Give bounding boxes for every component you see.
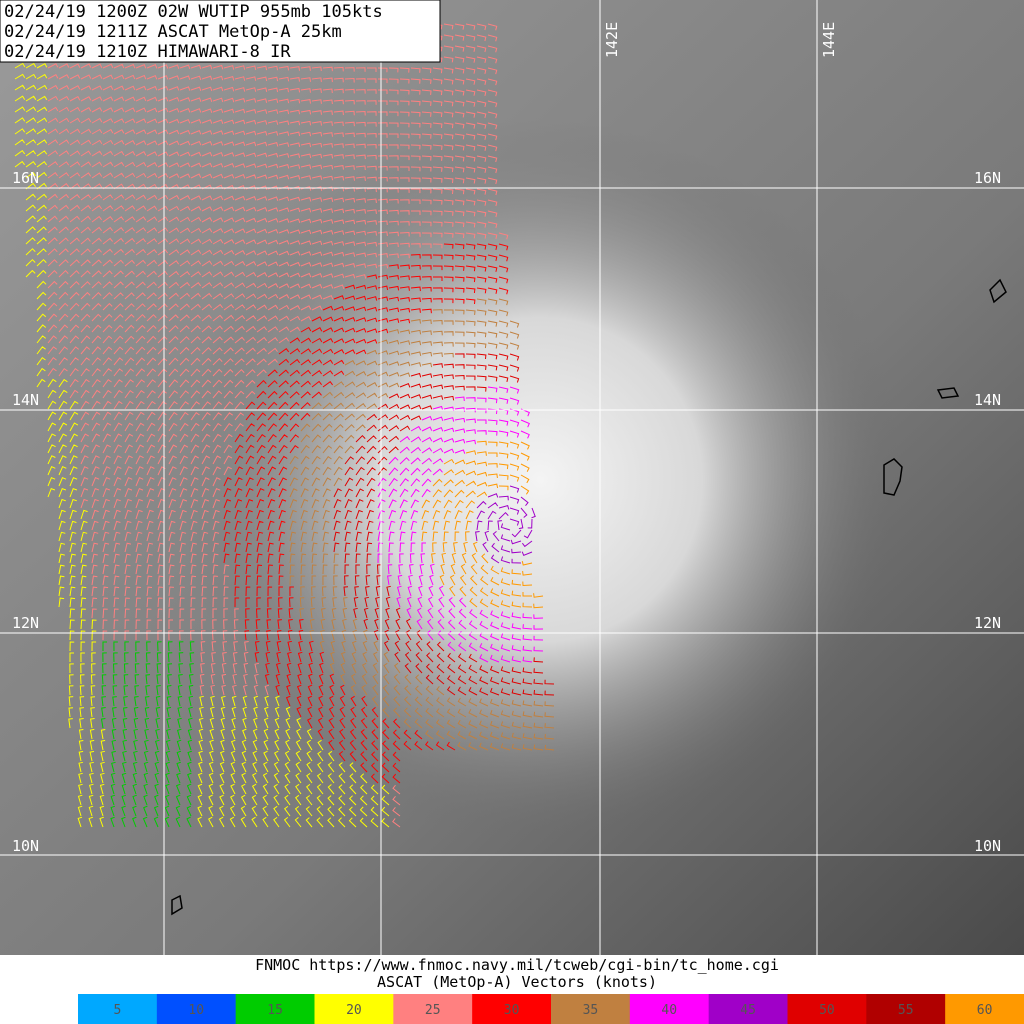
wind-swath bbox=[3, 19, 555, 828]
legend-swatch bbox=[235, 994, 315, 1024]
lat-label: 14N bbox=[974, 391, 1001, 409]
wind-barbs bbox=[333, 353, 555, 696]
wind-barbs bbox=[100, 641, 195, 828]
lat-lon-grid bbox=[0, 0, 1024, 955]
legend-swatch bbox=[629, 994, 710, 1024]
wind-barbs bbox=[289, 298, 555, 751]
lat-label: 16N bbox=[974, 169, 1001, 187]
lat-label: 16N bbox=[12, 169, 39, 187]
legend-label: 40 bbox=[661, 1003, 677, 1018]
legend-swatch bbox=[314, 994, 394, 1024]
header-line: 02/24/19 1210Z HIMAWARI-8 IR bbox=[4, 42, 291, 62]
legend-label: 45 bbox=[740, 1003, 756, 1018]
legend-label: 15 bbox=[267, 1003, 283, 1018]
legend-label: 5 bbox=[114, 1003, 122, 1018]
wind-barbs bbox=[223, 243, 509, 784]
legend-swatch bbox=[945, 994, 1024, 1024]
legend-label: 55 bbox=[898, 1003, 914, 1018]
coastlines bbox=[171, 278, 1007, 916]
wind-barbs bbox=[377, 386, 544, 663]
wind-barbs bbox=[475, 485, 536, 564]
legend-swatch bbox=[78, 994, 158, 1024]
lon-label: 142E bbox=[603, 22, 621, 58]
lat-labels: 16N 16N 14N 14N 12N 12N 10N 10N bbox=[12, 169, 1001, 855]
lat-label: 12N bbox=[974, 614, 1001, 632]
legend-label: 10 bbox=[188, 1003, 204, 1018]
legend-swatch bbox=[393, 994, 473, 1024]
header-box: 02/24/19 1200Z 02W WUTIP 955mb 105kts 02… bbox=[0, 0, 441, 63]
legend-swatch bbox=[866, 994, 946, 1024]
legend-label: 25 bbox=[425, 1003, 441, 1018]
legend-swatch bbox=[708, 994, 788, 1024]
lat-label: 10N bbox=[12, 837, 39, 855]
legend-label: 60 bbox=[977, 1003, 993, 1018]
legend: 5 10 15 20 25 30 35 40 45 50 55 60 bbox=[78, 994, 1024, 1024]
legend-label: 30 bbox=[504, 1003, 520, 1018]
lon-label: 144E bbox=[820, 22, 838, 58]
legend-swatch bbox=[551, 994, 631, 1024]
footer-source: FNMOC https://www.fnmoc.navy.mil/tcweb/c… bbox=[255, 956, 779, 974]
legend-label: 35 bbox=[583, 1003, 599, 1018]
lat-label: 12N bbox=[12, 614, 39, 632]
header-line: 02/24/19 1200Z 02W WUTIP 955mb 105kts bbox=[4, 2, 383, 22]
legend-title: ASCAT (MetOp-A) Vectors (knots) bbox=[377, 973, 657, 991]
storm-clouds bbox=[140, 50, 980, 890]
header-line: 02/24/19 1211Z ASCAT MetOp-A 25km bbox=[4, 22, 342, 42]
legend-label: 50 bbox=[819, 1003, 835, 1018]
legend-label: 20 bbox=[346, 1003, 362, 1018]
lat-label: 10N bbox=[974, 837, 1001, 855]
legend-swatch bbox=[472, 994, 552, 1024]
legend-swatch bbox=[787, 994, 867, 1024]
lat-label: 14N bbox=[12, 391, 39, 409]
wind-barbs bbox=[421, 440, 544, 609]
legend-swatch bbox=[156, 994, 237, 1024]
